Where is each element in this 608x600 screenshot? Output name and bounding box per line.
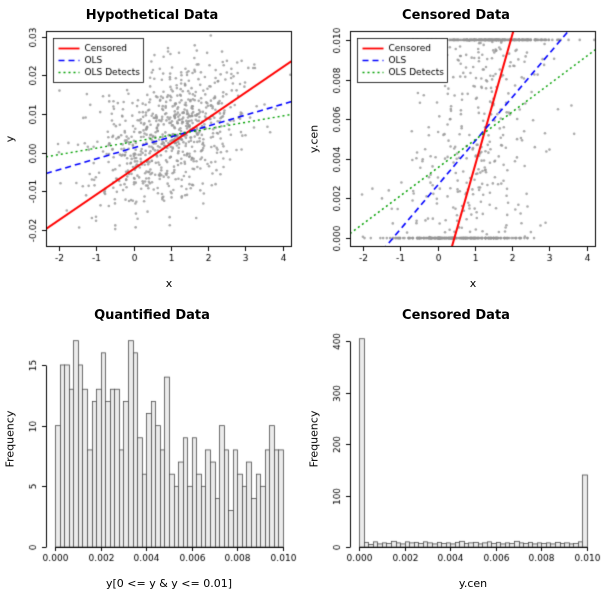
y-axis-label-hypothetical: y <box>3 135 17 143</box>
x-axis-label-quantified: y[0 <= y & y <= 0.01] <box>105 577 233 590</box>
chart-title-quantified: Quantified Data <box>94 308 210 323</box>
chart-title-censored-hist: Censored Data <box>402 308 510 323</box>
censored-scatter-canvas <box>304 26 608 274</box>
chart-title-censored-scatter: Censored Data <box>402 8 510 23</box>
panel-censored-histogram: Censored Data y.cen Frequency <box>304 300 608 600</box>
x-axis-label-hypothetical: x <box>165 277 173 290</box>
panel-hypothetical-data: Hypothetical Data x y <box>0 0 304 300</box>
panel-quantified-histogram: Quantified Data y[0 <= y & y <= 0.01] Fr… <box>0 300 304 600</box>
hypothetical-scatter-canvas <box>0 26 304 274</box>
x-axis-label-censored-scatter: x <box>469 277 477 290</box>
y-axis-label-quantified: Frequency <box>3 410 17 468</box>
chart-title-hypothetical: Hypothetical Data <box>85 8 219 23</box>
censored-histogram-canvas <box>304 326 608 574</box>
y-axis-label-censored-scatter: y.cen <box>307 124 321 154</box>
quantified-histogram-canvas <box>0 326 304 574</box>
panel-censored-scatter: Censored Data x y.cen <box>304 0 608 300</box>
y-axis-label-censored-hist: Frequency <box>307 410 321 468</box>
x-axis-label-censored-hist: y.cen <box>458 577 488 590</box>
